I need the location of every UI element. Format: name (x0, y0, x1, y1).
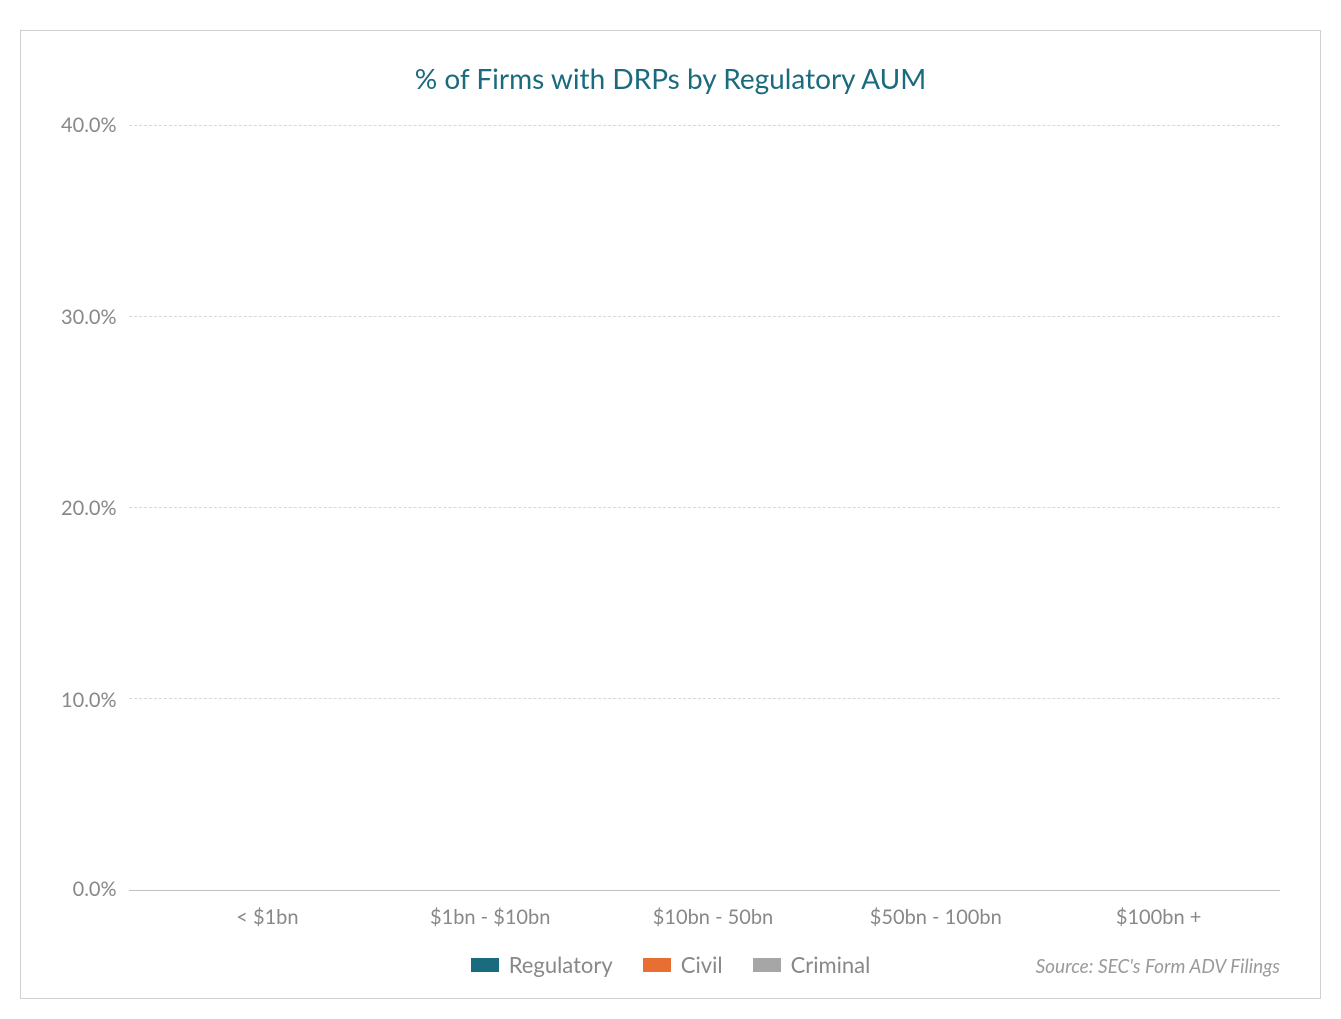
legend-label: Criminal (791, 951, 871, 978)
plot-wrap: 40.0% 30.0% 20.0% 10.0% 0.0% < $1bn (61, 125, 1280, 978)
legend-label: Regulatory (509, 951, 613, 978)
legend-item-civil: Civil (643, 951, 723, 978)
x-label: < $1bn (156, 905, 379, 929)
x-axis: < $1bn $1bn - $10bn $10bn - 50bn $50bn -… (61, 891, 1280, 929)
legend-swatch (753, 958, 781, 972)
x-label: $10bn - 50bn (602, 905, 825, 929)
legend-item-criminal: Criminal (753, 951, 871, 978)
x-label: $50bn - 100bn (824, 905, 1047, 929)
chart-container: % of Firms with DRPs by Regulatory AUM 4… (20, 30, 1321, 999)
legend-swatch (643, 958, 671, 972)
legend-swatch (471, 958, 499, 972)
x-label: $100bn + (1047, 905, 1270, 929)
legend-label: Civil (681, 951, 723, 978)
legend-item-regulatory: Regulatory (471, 951, 613, 978)
x-labels: < $1bn $1bn - $10bn $10bn - 50bn $50bn -… (146, 891, 1280, 929)
bar-groups (129, 125, 1280, 890)
bars-region (129, 125, 1280, 891)
source-attribution: Source: SEC's Form ADV Filings (1036, 955, 1280, 978)
legend: Regulatory Civil Criminal Source: SEC's … (61, 951, 1280, 978)
x-label: $1bn - $10bn (379, 905, 602, 929)
plot-area: 40.0% 30.0% 20.0% 10.0% 0.0% (61, 125, 1280, 891)
y-axis: 40.0% 30.0% 20.0% 10.0% 0.0% (61, 125, 129, 891)
chart-title: % of Firms with DRPs by Regulatory AUM (61, 61, 1280, 95)
